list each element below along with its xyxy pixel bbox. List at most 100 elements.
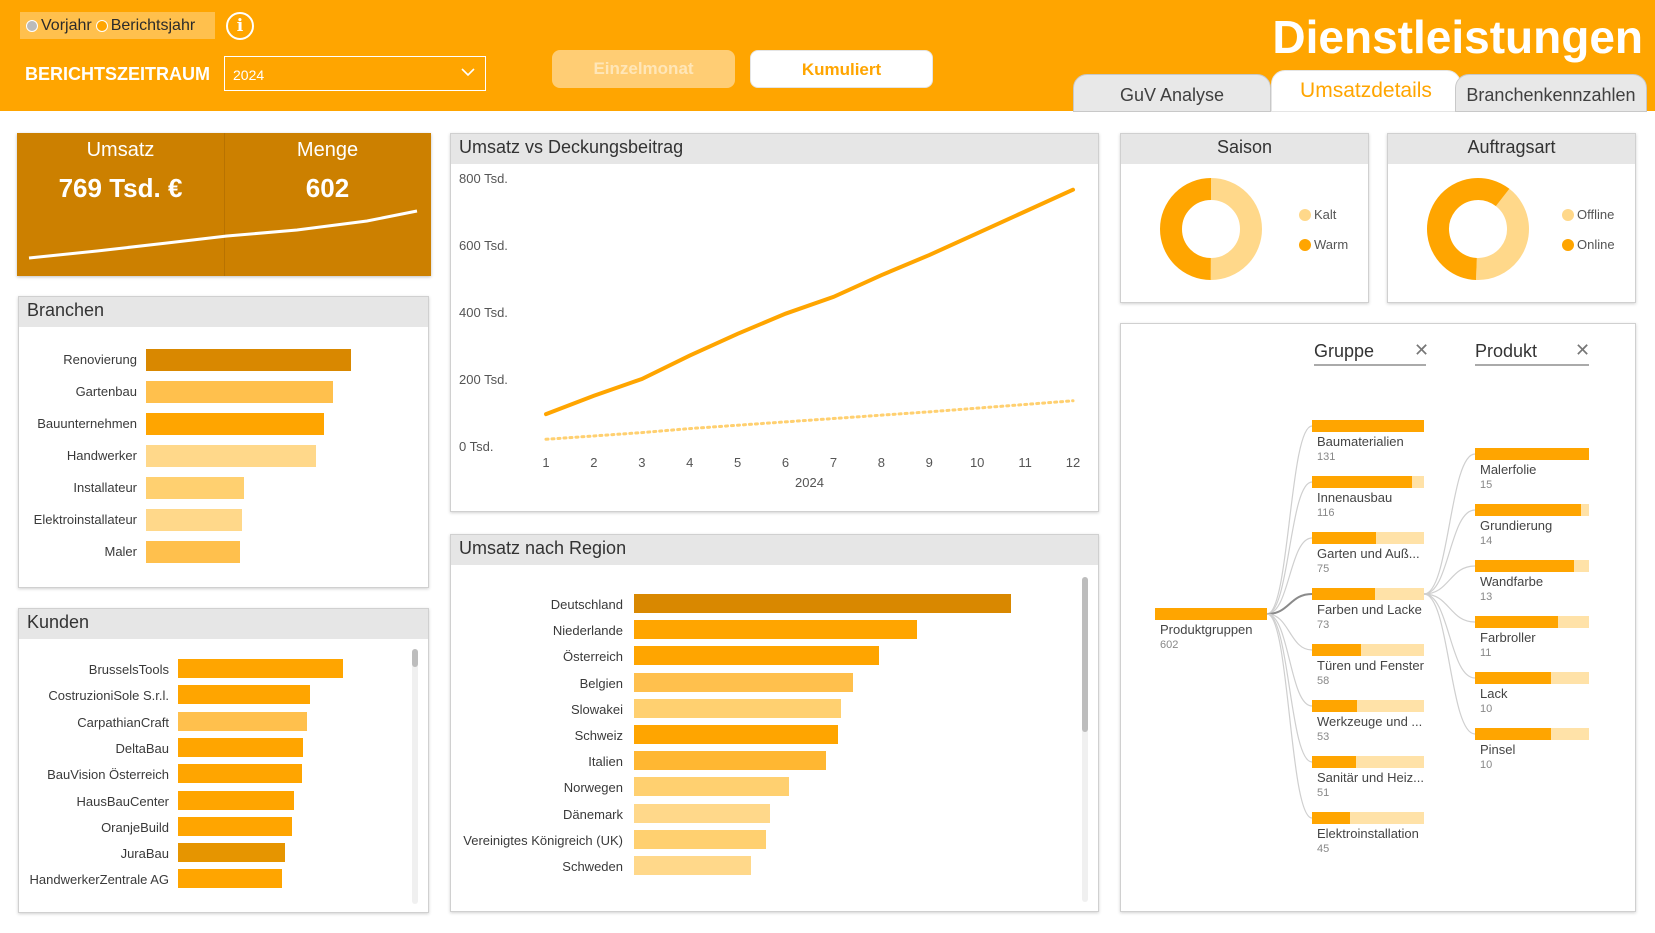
tree-connector bbox=[1266, 481, 1313, 615]
branchen-panel: Branchen Renovierung Gartenbau Bauunterneh… bbox=[18, 296, 429, 588]
gruppe-node-label: Baumaterialien bbox=[1317, 434, 1404, 449]
gruppe-node-bar-track[interactable] bbox=[1312, 812, 1424, 824]
produkt-node-bar-fill bbox=[1475, 504, 1582, 516]
kunden-bar[interactable] bbox=[178, 869, 282, 889]
region-bar[interactable] bbox=[634, 672, 853, 692]
period-dropdown[interactable]: 2024 bbox=[224, 56, 486, 91]
year-toggle[interactable]: Vorjahr Berichtsjahr bbox=[20, 12, 215, 39]
kumuliert-button[interactable]: Kumuliert bbox=[750, 50, 933, 88]
produkt-node-bar-track[interactable] bbox=[1475, 504, 1589, 516]
kunden-panel: Kunden BrusselsTools CostruzioniSole S.r.… bbox=[18, 608, 429, 913]
kpi-umsatz-value: 769 Tsd. € bbox=[58, 173, 183, 203]
kunden-bar[interactable] bbox=[178, 816, 292, 836]
produkt-node-bar-fill bbox=[1475, 560, 1575, 572]
legend-online: Online bbox=[1562, 237, 1615, 252]
gruppe-node-bar-fill bbox=[1312, 812, 1351, 824]
y-tick-label: 400 Tsd. bbox=[459, 305, 508, 320]
auftragsart-title: Auftragsart bbox=[1388, 134, 1635, 164]
x-tick-label: 11 bbox=[1018, 455, 1031, 470]
region-bar[interactable] bbox=[634, 698, 842, 718]
kunden-bar[interactable] bbox=[178, 843, 286, 863]
saison-title: Saison bbox=[1121, 134, 1368, 164]
x-tick-label: 5 bbox=[734, 455, 741, 470]
gruppe-node-bar-track[interactable] bbox=[1312, 700, 1424, 712]
tree-connector bbox=[1266, 593, 1313, 615]
tree-connector bbox=[1266, 613, 1313, 707]
gruppe-node-value: 45 bbox=[1317, 843, 1330, 855]
umsatz-line[interactable] bbox=[544, 187, 1075, 417]
region-bar[interactable] bbox=[634, 856, 751, 875]
branchen-bar-label: Renovierung bbox=[63, 352, 137, 367]
region-bar[interactable] bbox=[634, 725, 838, 744]
region-bar-label: Slowakei bbox=[570, 701, 623, 717]
kunden-bar[interactable] bbox=[178, 790, 294, 810]
gruppe-node-bar-track[interactable] bbox=[1312, 588, 1424, 600]
kunden-bar[interactable] bbox=[178, 764, 302, 784]
branchen-bar[interactable] bbox=[146, 413, 325, 435]
region-bar[interactable] bbox=[634, 803, 770, 823]
produkt-node-bar-track[interactable] bbox=[1475, 728, 1589, 740]
info-icon[interactable]: i bbox=[226, 12, 254, 40]
produkt-node-bar-track[interactable] bbox=[1475, 448, 1589, 460]
produkt-node-bar-track[interactable] bbox=[1475, 672, 1589, 684]
gruppe-node-bar-track[interactable] bbox=[1312, 532, 1424, 544]
gruppe-node-bar-track[interactable] bbox=[1312, 756, 1424, 768]
x-tick-label: 12 bbox=[1066, 455, 1080, 470]
tab-guv-analyse[interactable]: GuV Analyse bbox=[1073, 74, 1271, 112]
toggle-option-vorjahr[interactable]: Vorjahr bbox=[26, 17, 92, 35]
branchen-bar[interactable] bbox=[146, 509, 243, 531]
kunden-bar[interactable] bbox=[178, 711, 307, 731]
branchen-bar[interactable] bbox=[146, 541, 241, 563]
branchen-bar[interactable] bbox=[146, 477, 245, 499]
gruppe-close-icon[interactable]: ✕ bbox=[1414, 340, 1430, 360]
legend-offline-swatch bbox=[1562, 208, 1574, 221]
region-scrollbar[interactable] bbox=[1082, 577, 1088, 902]
branchen-bar[interactable] bbox=[146, 349, 351, 371]
kunden-scrollbar[interactable] bbox=[412, 649, 418, 904]
tree-connector bbox=[1266, 613, 1313, 763]
gruppe-node-label: Elektroinstallation bbox=[1317, 826, 1419, 841]
kunden-bar-label: CostruzioniSole S.r.l. bbox=[48, 688, 169, 704]
gruppe-node-bar-track[interactable] bbox=[1312, 476, 1424, 488]
root-node-value: 602 bbox=[1160, 639, 1179, 651]
branchen-bar[interactable] bbox=[146, 381, 333, 403]
auftragsart-slice-offline[interactable] bbox=[1423, 174, 1533, 284]
gruppe-node-bar-track[interactable] bbox=[1312, 644, 1424, 656]
kunden-bar[interactable] bbox=[178, 659, 343, 678]
einzelmonat-button[interactable]: Einzelmonat bbox=[552, 50, 735, 88]
region-bar[interactable] bbox=[634, 777, 789, 797]
branchen-bar[interactable] bbox=[146, 445, 317, 467]
produkt-node-bar-track[interactable] bbox=[1475, 616, 1589, 628]
kunden-bar-chart: BrusselsTools CostruzioniSole S.r.l. Carpa… bbox=[19, 639, 430, 911]
gruppe-node-bar-fill bbox=[1312, 476, 1412, 488]
region-bar[interactable] bbox=[634, 829, 766, 849]
tab-branchenkennzahlen[interactable]: Branchenkennzahlen bbox=[1455, 74, 1647, 112]
tab-umsatzdetails[interactable]: Umsatzdetails bbox=[1271, 70, 1461, 112]
x-axis-label: 2024 bbox=[795, 475, 824, 490]
kunden-bar-label: JuraBau bbox=[120, 846, 169, 862]
region-bar[interactable] bbox=[634, 646, 880, 666]
gruppe-node-bar-track[interactable] bbox=[1312, 420, 1424, 432]
region-bar[interactable] bbox=[634, 620, 917, 640]
region-bar[interactable] bbox=[634, 751, 827, 771]
produkt-node-bar-fill bbox=[1475, 448, 1589, 460]
kunden-bar[interactable] bbox=[178, 685, 310, 705]
region-bar-label: Italien bbox=[588, 754, 623, 770]
produkt-node-value: 10 bbox=[1480, 703, 1493, 715]
region-scroll-thumb[interactable] bbox=[1082, 577, 1088, 732]
produkt-node-label: Farbroller bbox=[1480, 630, 1536, 645]
produkt-node-bar-track[interactable] bbox=[1475, 560, 1589, 572]
kunden-bar-label: HausBauCenter bbox=[76, 793, 170, 809]
deckungsbeitrag-line[interactable] bbox=[544, 399, 1075, 441]
kunden-scroll-thumb[interactable] bbox=[412, 649, 418, 667]
root-node-bar-track[interactable] bbox=[1155, 608, 1267, 620]
gruppe-node-bar-fill bbox=[1312, 756, 1356, 768]
y-tick-label: 0 Tsd. bbox=[459, 439, 493, 454]
produkt-close-icon[interactable]: ✕ bbox=[1575, 340, 1591, 360]
kunden-bar[interactable] bbox=[178, 737, 304, 757]
decomposition-connectors bbox=[1266, 425, 1476, 819]
toggle-option-berichtsjahr[interactable]: Berichtsjahr bbox=[95, 17, 195, 35]
toggle-vorjahr-label: Vorjahr bbox=[41, 16, 92, 34]
saison-slice-warm[interactable] bbox=[1160, 178, 1262, 280]
region-bar[interactable] bbox=[634, 594, 1011, 613]
